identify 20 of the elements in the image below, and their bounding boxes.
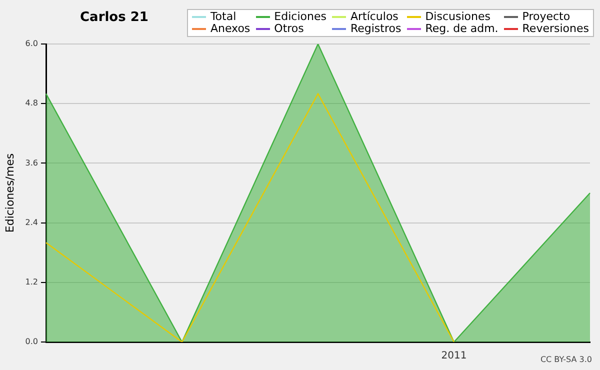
legend-label: Discusiones [425,10,490,23]
legend-label: Total [210,10,236,23]
y-tick-label: 0.0 [25,337,38,346]
y-tick-label: 6.0 [25,39,38,48]
chart-title: Carlos 21 [80,10,148,25]
legend-label: Ediciones [274,10,326,23]
legend-label: Registros [350,22,402,35]
legend-label: Reversiones [522,22,589,35]
legend-label: Proyecto [522,10,570,23]
y-tick-label: 2.4 [25,218,38,227]
y-axis-title: Ediciones/mes [3,153,16,233]
y-tick-label: 3.6 [25,158,38,168]
text: CC BY-SA 3.0 [540,355,592,364]
legend-label: Reg. de adm. [425,22,498,35]
x-tick-label: 2011 [441,350,467,362]
y-tick-label: 4.8 [25,98,38,108]
legend-label: Anexos [210,22,250,35]
legend-label: Otros [274,22,304,35]
legend-label: Artículos [350,10,398,23]
y-tick-label: 1.2 [25,277,38,286]
